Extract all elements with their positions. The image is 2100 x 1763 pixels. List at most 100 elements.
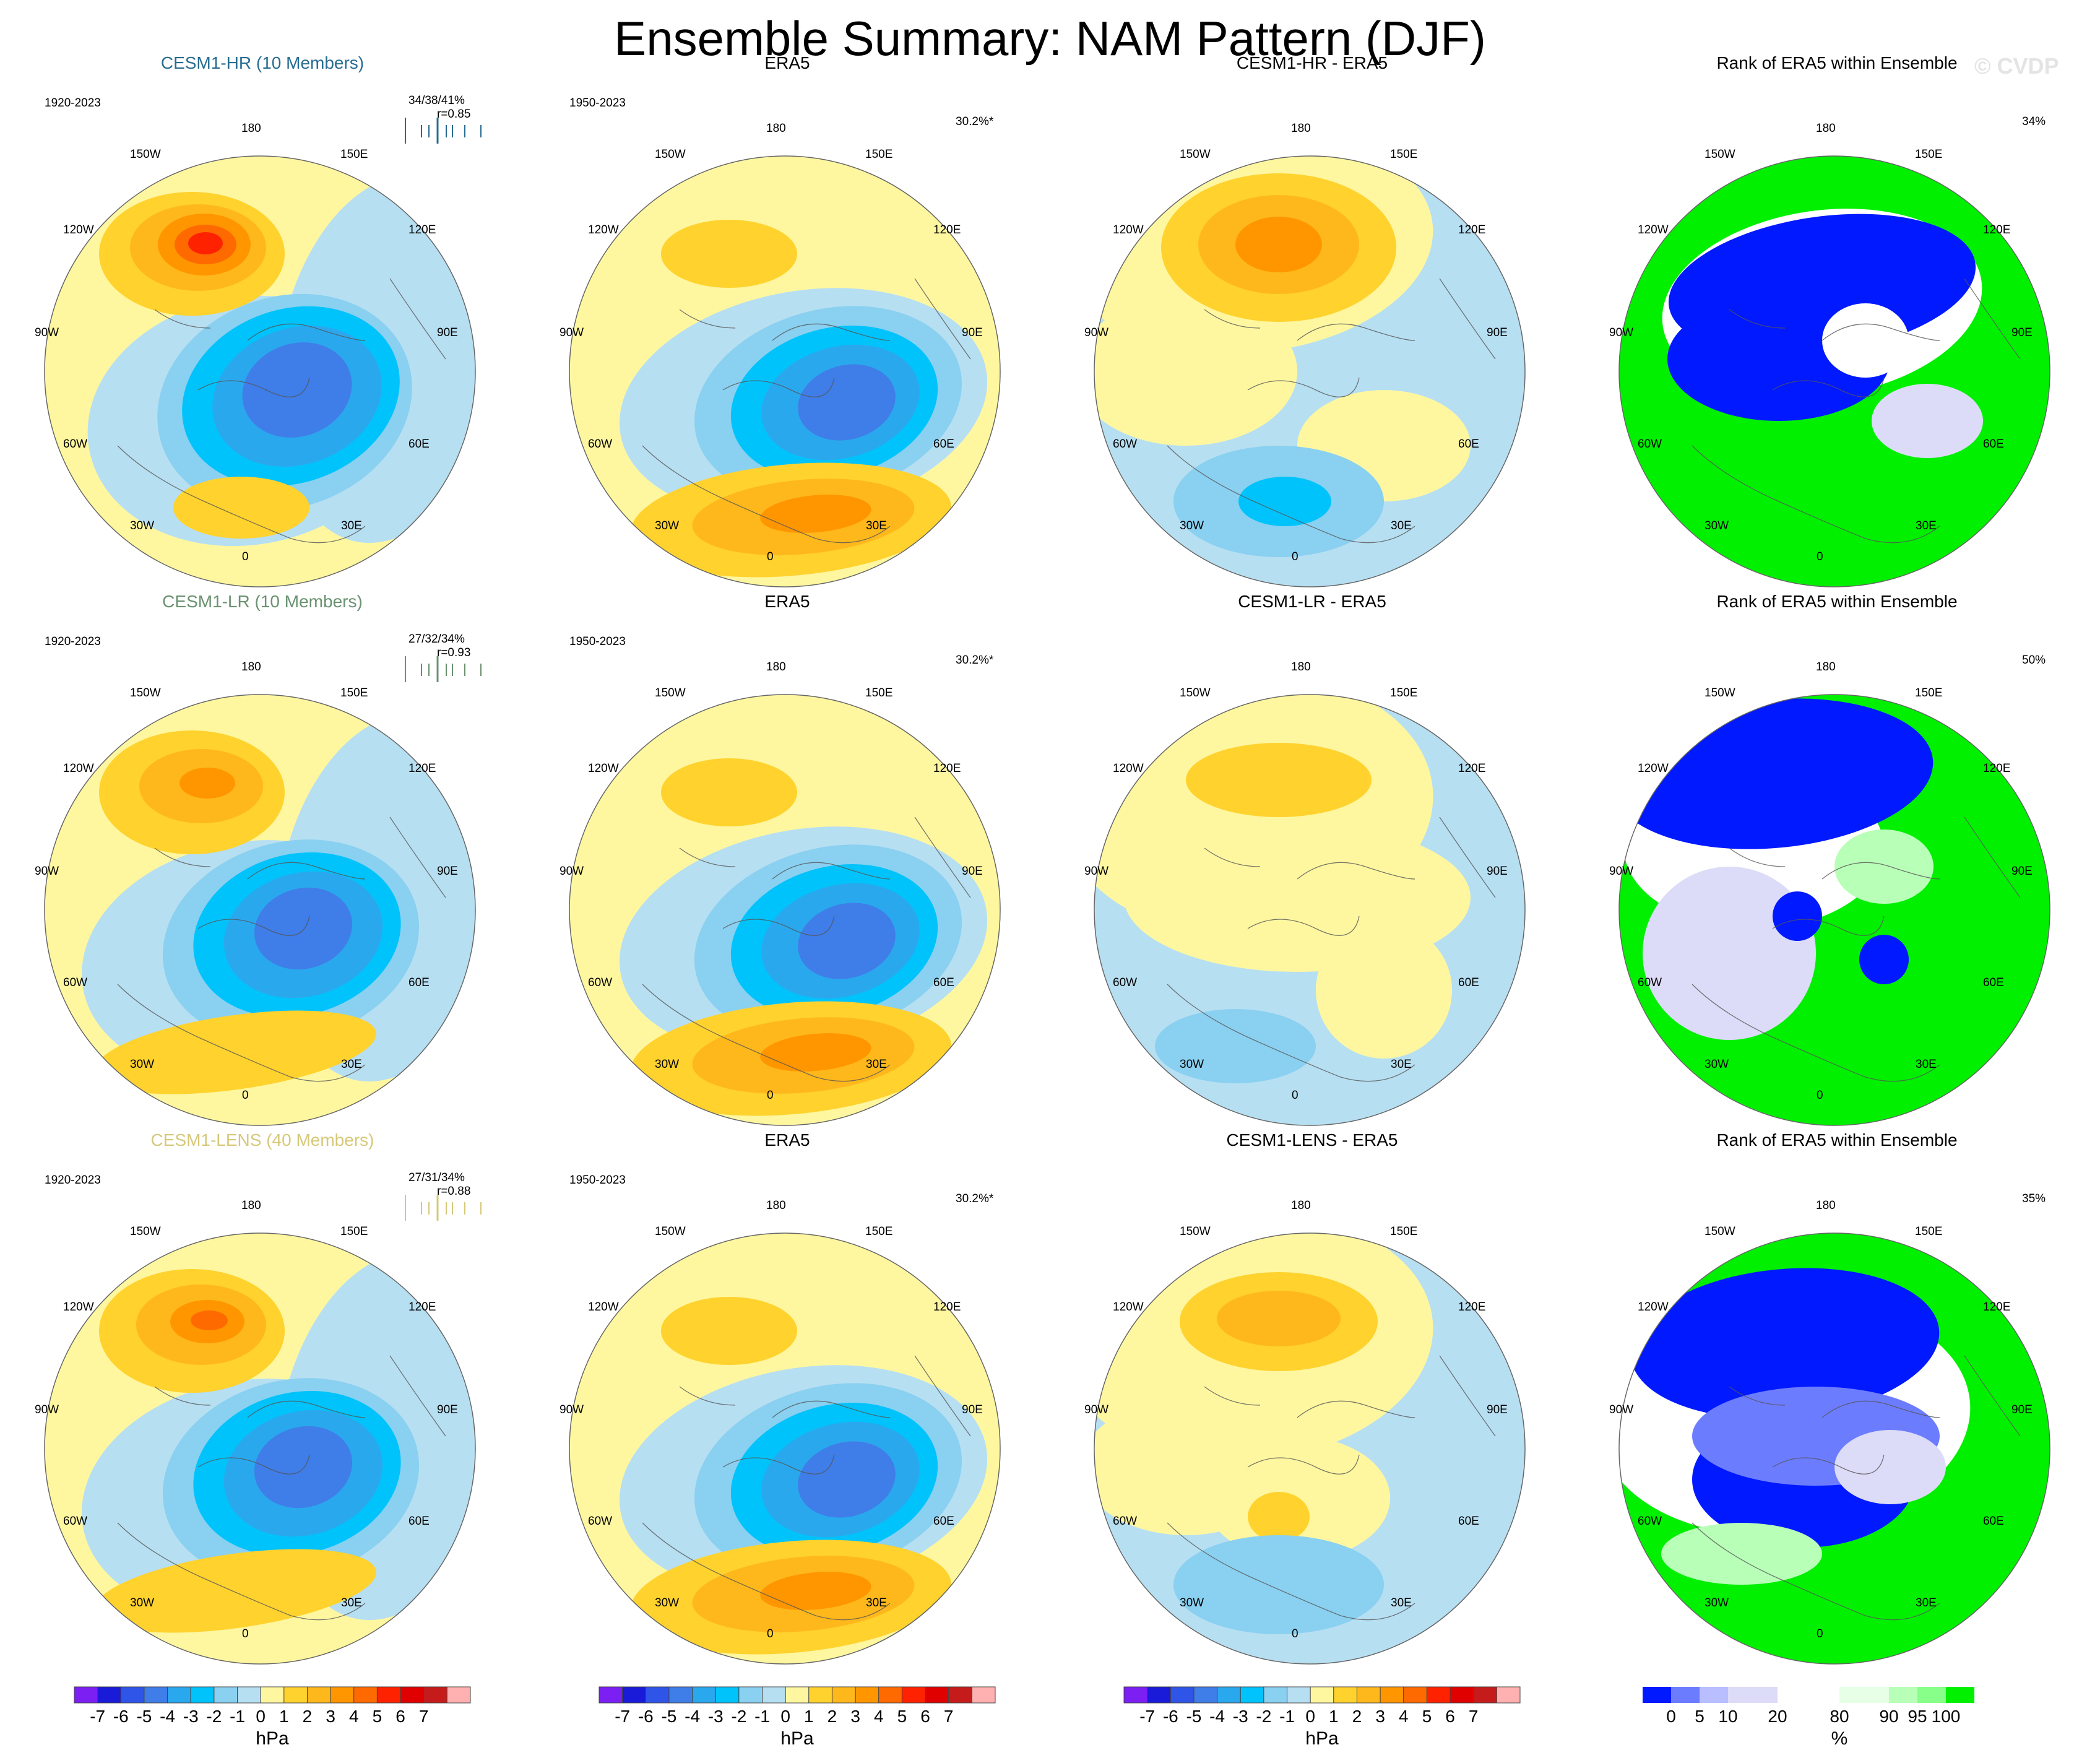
lon-label-sw: 30W (130, 1058, 155, 1071)
polar-map-r3-c2 (569, 1232, 1001, 1665)
lon-label-wnw: 120W (63, 1301, 94, 1314)
lon-label-wsw: 60W (63, 976, 88, 989)
colorbar-unit: hPa (256, 1728, 289, 1749)
contour-region (1235, 217, 1322, 272)
contour-region (242, 342, 352, 438)
lon-label-sw: 30W (1180, 519, 1204, 532)
colorbar-tick-label: 5 (372, 1707, 382, 1726)
colorbar-tick-label: -5 (1186, 1707, 1202, 1726)
panel-title: Rank of ERA5 within Ensemble (1716, 53, 1958, 72)
colorbar-swatch (74, 1686, 98, 1704)
pattern-correlation: r=0.88 (437, 1185, 471, 1198)
lon-label-ese: 60E (408, 976, 430, 989)
lon-label-e: 90E (962, 865, 983, 878)
lon-label-ene: 120E (408, 223, 436, 236)
colorbar-swatches (1643, 1687, 1974, 1703)
colorbar-tick-label: 1 (804, 1707, 814, 1726)
lon-label-n: 180 (1816, 122, 1836, 135)
figure-title: Ensemble Summary: NAM Pattern (DJF) (614, 11, 1486, 66)
contour-region (173, 477, 309, 539)
lon-label-w: 90W (1084, 326, 1109, 339)
colorbar-swatch (330, 1686, 355, 1704)
cvdp-watermark: © CVDP (1974, 53, 2059, 79)
lon-label-s: 0 (1817, 1627, 1823, 1640)
lon-label-w: 90W (35, 865, 59, 878)
hpa-colorbar: -7 -6 -5 -4 -3 -2 -1 0 1 2 3 4 5 6 7 hPa (1118, 1684, 1643, 1763)
colorbar-swatch (1700, 1687, 1728, 1703)
colorbar-tick-label: -2 (1256, 1707, 1272, 1726)
lon-label-sw: 30W (1705, 1058, 1729, 1071)
lon-label-ese: 60E (1458, 976, 1479, 989)
pattern-correlation: r=0.93 (437, 646, 471, 659)
lon-label-ese: 60E (933, 1515, 954, 1528)
colorbar-tick-label: 5 (1695, 1707, 1705, 1726)
colorbar-tick-label: -7 (1139, 1707, 1156, 1726)
lon-label-e: 90E (1487, 865, 1508, 878)
lon-label-w: 90W (560, 1403, 584, 1416)
colorbar-swatch (1671, 1687, 1700, 1703)
contour-region (798, 364, 896, 441)
colorbar-tick-label: -4 (685, 1707, 701, 1726)
lon-label-nw: 150W (130, 687, 161, 700)
colorbar-swatch (901, 1686, 926, 1704)
lon-label-wnw: 120W (588, 1301, 619, 1314)
lon-label-wnw: 120W (1113, 223, 1144, 236)
lon-label-n: 180 (766, 122, 786, 135)
lon-label-s: 0 (1817, 1089, 1823, 1102)
colorbar-swatches (1123, 1686, 1521, 1704)
lon-label-w: 90W (1084, 865, 1109, 878)
lon-label-sw: 30W (130, 519, 155, 532)
lon-label-w: 90W (35, 326, 59, 339)
lon-label-e: 90E (437, 326, 458, 339)
polar-map-r1-c4 (1618, 155, 2050, 587)
contour-region (1186, 743, 1372, 817)
lon-label-n: 180 (241, 1199, 261, 1212)
lon-label-ene: 120E (408, 762, 436, 775)
contour-region (188, 232, 223, 254)
colorbar-swatch (1287, 1686, 1311, 1704)
lon-label-ese: 60E (1983, 976, 2004, 989)
lon-label-se: 30E (341, 1058, 362, 1071)
period-label: 1950-2023 (569, 1174, 626, 1187)
lon-label-se: 30E (1916, 1596, 1937, 1609)
lon-label-nw: 150W (655, 1225, 686, 1238)
contour-region (1238, 477, 1331, 526)
colorbar-tick-label: -1 (754, 1707, 770, 1726)
colorbar-tick-label: -2 (731, 1707, 747, 1726)
contour-region (254, 887, 353, 970)
lon-label-nw: 150W (1705, 148, 1735, 161)
lon-label-e: 90E (962, 326, 983, 339)
colorbar-tick-label: -1 (230, 1707, 245, 1726)
member-distribution-icon (405, 118, 482, 144)
contour-region (1630, 1268, 1940, 1419)
colorbar-tick-label: 80 (1830, 1707, 1849, 1726)
lon-label-s: 0 (1292, 550, 1298, 563)
colorbar-tick-label: 90 (1879, 1707, 1899, 1726)
colorbar-swatch (645, 1686, 670, 1704)
contour-region (1661, 1523, 1822, 1585)
lon-label-sw: 30W (1180, 1058, 1204, 1071)
colorbar-swatch (948, 1686, 972, 1704)
colorbar-swatch (762, 1686, 786, 1704)
lon-label-se: 30E (866, 1058, 887, 1071)
lon-label-ese: 60E (1983, 438, 2004, 451)
colorbar-tick-label: 0 (780, 1707, 790, 1726)
colorbar-tick-label: 0 (1305, 1707, 1315, 1726)
contour-region (1217, 1291, 1341, 1346)
panel-title: Rank of ERA5 within Ensemble (1716, 1130, 1958, 1150)
contour-region (94, 1549, 376, 1633)
colorbar-tick-label: 100 (1931, 1707, 1961, 1726)
colorbar-tick-label: -2 (206, 1707, 222, 1726)
panel-r1-c2: ERA5 1950-2023 30.2%* 180 150E 120E 90E 60E 30E 0… (525, 0, 1050, 587)
lon-label-nw: 150W (130, 148, 161, 161)
contour-region (661, 758, 797, 826)
hpa-colorbar: -7 -6 -5 -4 -3 -2 -1 0 1 2 3 4 5 6 7 hPa (593, 1684, 1118, 1763)
lon-label-ene: 120E (1458, 223, 1486, 236)
colorbar-swatch (1426, 1686, 1451, 1704)
lon-label-nw: 150W (1180, 1225, 1211, 1238)
variance-stats: 27/31/34% (408, 1171, 465, 1184)
panel-title: CESM1-LENS (40 Members) (150, 1130, 374, 1150)
panel-title: CESM1-LR (10 Members) (162, 592, 363, 611)
lon-label-se: 30E (1391, 1596, 1412, 1609)
